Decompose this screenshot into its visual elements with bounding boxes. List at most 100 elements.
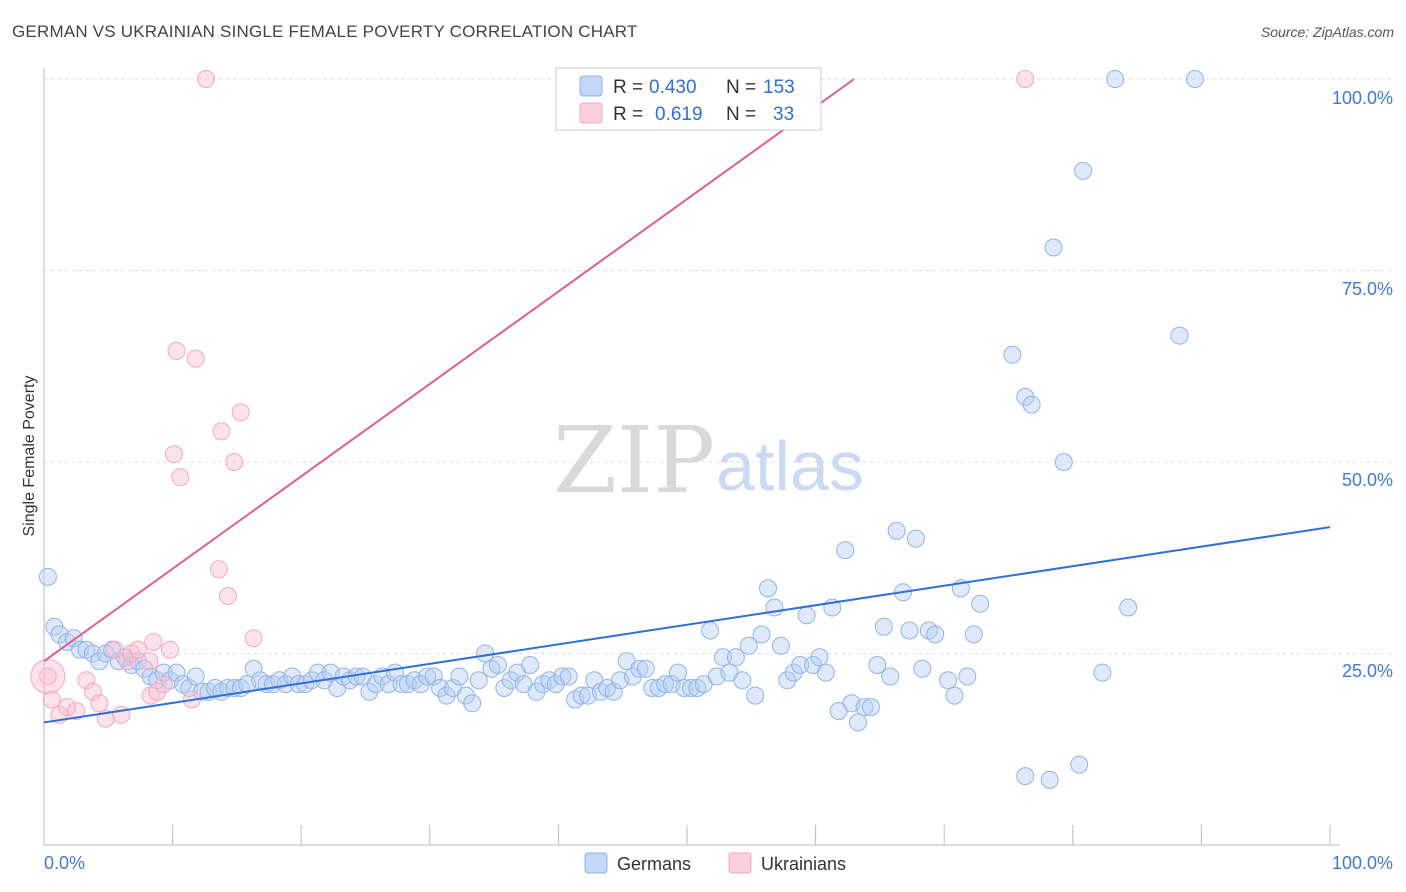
germans-point <box>855 698 874 717</box>
ukrainians-point <box>231 403 250 422</box>
germans-point <box>733 671 752 690</box>
germans-point <box>887 521 906 540</box>
germans-point <box>83 644 102 663</box>
germans-point <box>906 529 925 548</box>
germans-point <box>186 667 205 686</box>
x-axis-ticks <box>43 825 1331 845</box>
germans-point <box>527 682 546 701</box>
ukrainians-point <box>140 652 159 671</box>
germans-point <box>360 682 379 701</box>
bottom-legend-ukrainians: Ukrainians <box>761 854 846 874</box>
x-tick-0: 0.0% <box>44 853 85 873</box>
ukrainians-point <box>67 702 86 720</box>
germans-point <box>945 686 964 705</box>
germans-point <box>636 659 655 678</box>
germans-point <box>656 675 675 694</box>
ukrainians-points <box>30 70 1035 728</box>
germans-point <box>1016 387 1035 406</box>
germans-point <box>1016 767 1035 786</box>
y-tick-75: 75.0% <box>1342 279 1393 299</box>
ukrainians-point <box>164 445 183 464</box>
germans-point <box>868 656 887 674</box>
germans-point <box>1074 161 1093 180</box>
germans-point <box>669 663 687 682</box>
germans-point <box>797 606 816 625</box>
y-tick-50: 50.0% <box>1342 470 1393 490</box>
germans-point <box>553 667 572 686</box>
germans-point <box>874 617 893 636</box>
ukrainians-point-large <box>30 658 66 694</box>
y-tick-25: 25.0% <box>1342 661 1393 681</box>
ukrainians-point <box>244 629 263 648</box>
ukrainians-point <box>212 422 231 441</box>
germans-point <box>784 663 803 682</box>
germans-point <box>675 679 694 697</box>
germans-point <box>437 686 456 705</box>
bottom-legend-germans: Germans <box>617 854 691 874</box>
germans-point <box>714 648 732 667</box>
ukrainians-point <box>83 682 102 701</box>
germans-point <box>881 667 900 686</box>
germans-point <box>810 648 829 667</box>
germans-point <box>1119 598 1138 617</box>
germans-point <box>964 625 983 644</box>
germans-point <box>50 625 69 644</box>
germans-point <box>771 636 790 655</box>
ukrainians-point <box>90 694 109 713</box>
legend-n-label-germans: N = <box>726 77 756 98</box>
germans-point <box>958 667 977 686</box>
germans-point <box>424 667 443 686</box>
ukrainians-point <box>128 640 147 659</box>
germans-point <box>418 667 437 686</box>
germans-point <box>469 671 488 690</box>
watermark-atlas: atlas <box>716 427 864 505</box>
germans-point <box>38 567 57 586</box>
germans-point <box>726 648 745 667</box>
legend-n-value-germans: 153 <box>763 77 795 98</box>
ukrainians-point <box>38 667 57 686</box>
y-axis-label: Single Female Poverty <box>21 376 38 537</box>
ukrainians-point <box>148 682 167 701</box>
germans-point <box>849 713 867 732</box>
legend-r-value-germans: 0.430 <box>649 77 697 98</box>
germans-point <box>746 686 765 705</box>
germans-point <box>759 579 777 598</box>
ukrainians-point <box>144 633 163 651</box>
germans-point <box>572 686 591 705</box>
germans-point <box>1040 770 1059 789</box>
germans-point <box>366 675 385 694</box>
germans-trend-line <box>43 526 1331 724</box>
germans-point <box>1106 70 1125 88</box>
ukrainians-point <box>161 640 179 659</box>
germans-point <box>218 679 237 697</box>
germans-point <box>778 671 797 690</box>
legend-r-label-ukrainians: R = <box>613 104 643 125</box>
watermark: ZIP atlas <box>553 407 864 514</box>
germans-point <box>752 625 771 644</box>
grid-lines <box>44 78 1395 654</box>
germans-point <box>630 659 649 678</box>
germans-point <box>816 663 835 682</box>
germans-point <box>900 621 919 640</box>
legend-swatch-ukrainians <box>579 102 603 124</box>
germans-point <box>1070 755 1089 774</box>
ukrainians-point <box>167 341 186 360</box>
ukrainians-point <box>77 671 96 690</box>
germans-point <box>926 625 945 644</box>
ukrainians-point <box>42 690 61 709</box>
germans-point <box>456 686 475 705</box>
germans-point <box>971 594 990 613</box>
ukrainians-point <box>154 675 173 694</box>
series-legend: Germans Ukrainians <box>584 852 846 874</box>
germans-point <box>836 541 855 560</box>
germans-point <box>489 656 507 674</box>
legend-n-label-ukrainians: N = <box>726 104 756 125</box>
ukrainians-trend-line <box>43 78 855 662</box>
ukrainians-point <box>186 349 205 368</box>
stats-legend: R = 0.430 N = 153 R = 0.619 N = 33 <box>555 67 822 131</box>
x-tick-100: 100.0% <box>1332 853 1393 873</box>
ukrainians-point <box>58 698 77 717</box>
germans-point <box>1054 453 1073 471</box>
legend-n-value-ukrainians: 33 <box>773 104 794 125</box>
